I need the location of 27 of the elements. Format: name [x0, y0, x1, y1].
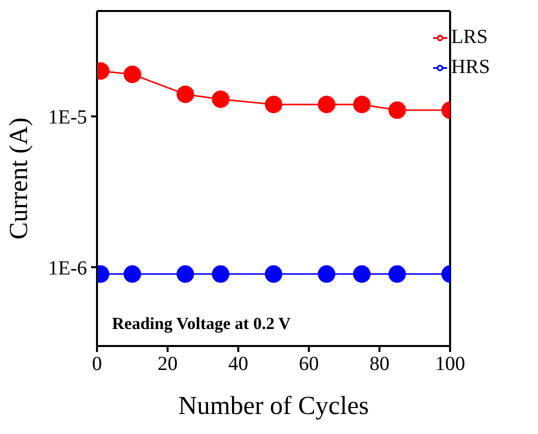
point — [176, 265, 194, 283]
x-axis-title: Number of Cycles — [178, 391, 369, 420]
legend-label: HRS — [451, 56, 490, 78]
x-tick-label: 80 — [369, 353, 390, 376]
point — [124, 66, 142, 84]
point — [318, 96, 336, 114]
x-tick-label: 100 — [435, 353, 466, 376]
point — [176, 86, 194, 104]
x-tick-label: 20 — [158, 353, 178, 376]
point — [353, 265, 371, 283]
y-tick-label: 1E-6 — [48, 257, 87, 280]
point — [212, 90, 230, 108]
annotation: Reading Voltage at 0.2 V — [112, 314, 291, 334]
point — [264, 265, 282, 283]
y-tick-label: 1E-5 — [48, 106, 87, 128]
point — [388, 101, 406, 119]
x-tick-label: 40 — [228, 353, 248, 376]
legend-label: LRS — [451, 26, 488, 48]
point — [264, 96, 282, 114]
point — [353, 96, 371, 114]
point — [212, 265, 230, 283]
x-tick-label: 0 — [92, 353, 102, 376]
point — [388, 265, 406, 283]
point — [124, 265, 142, 283]
y-axis-title: Current (A) — [4, 117, 34, 240]
x-tick-label: 60 — [298, 353, 319, 376]
point — [318, 265, 336, 283]
